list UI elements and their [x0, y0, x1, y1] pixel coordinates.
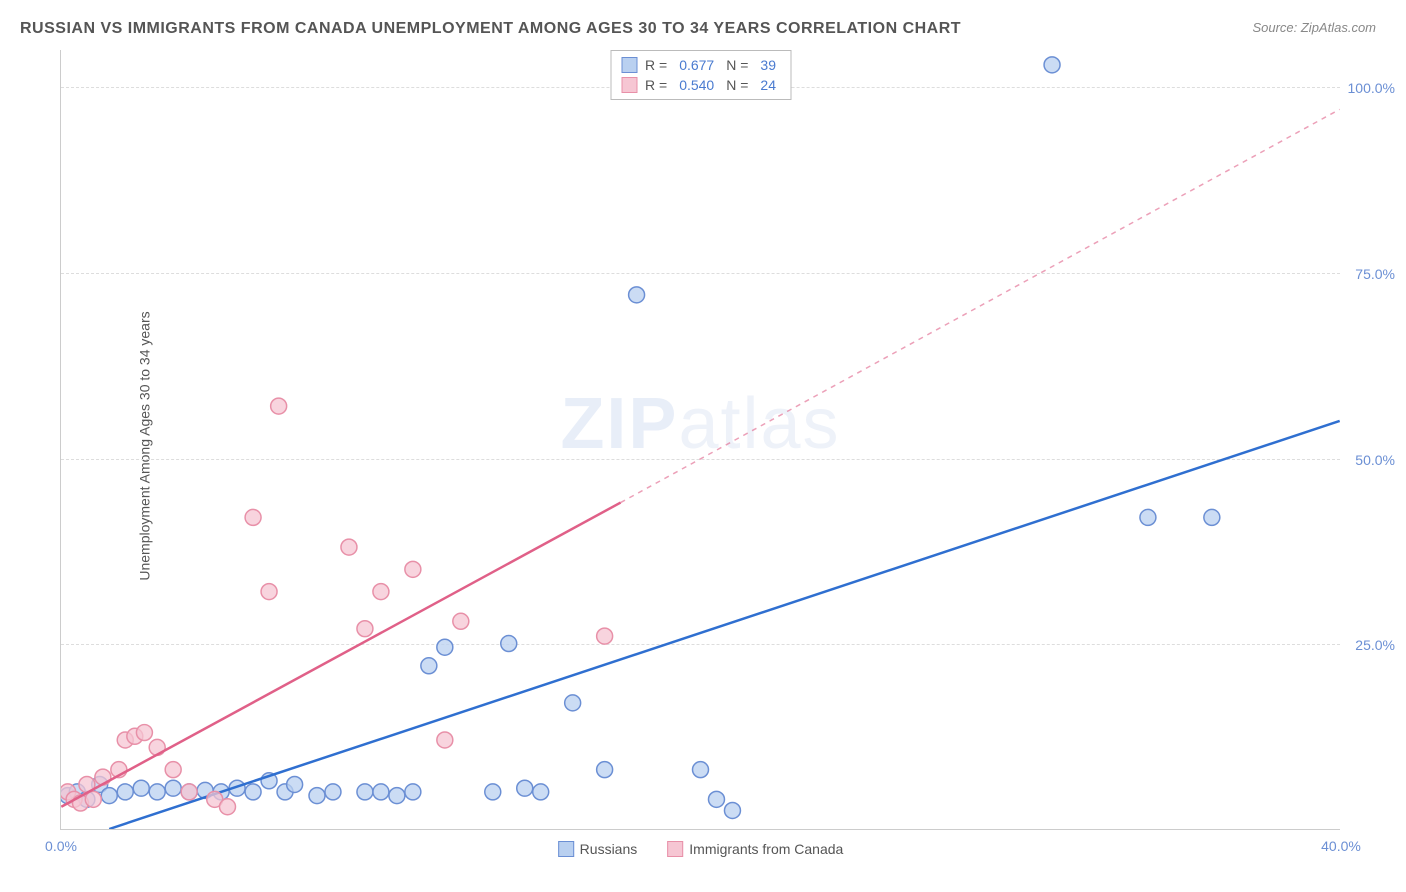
data-point	[136, 725, 152, 741]
data-point	[597, 628, 613, 644]
data-point	[1044, 57, 1060, 73]
bottom-legend: Russians Immigrants from Canada	[558, 841, 844, 857]
data-point	[165, 780, 181, 796]
data-point	[309, 788, 325, 804]
data-point	[1204, 509, 1220, 525]
x-tick-label: 40.0%	[1321, 838, 1361, 854]
data-point	[181, 784, 197, 800]
legend-swatch-russians	[558, 841, 574, 857]
data-point	[437, 732, 453, 748]
trend-line-dashed	[621, 109, 1340, 502]
data-point	[629, 287, 645, 303]
source-attribution: Source: ZipAtlas.com	[1252, 20, 1376, 35]
bottom-legend-canada: Immigrants from Canada	[667, 841, 843, 857]
data-point	[693, 762, 709, 778]
data-point	[597, 762, 613, 778]
chart-svg	[61, 50, 1340, 829]
data-point	[149, 784, 165, 800]
legend-swatch-canada	[667, 841, 683, 857]
data-point	[389, 788, 405, 804]
y-tick-label: 25.0%	[1355, 637, 1395, 653]
data-point	[565, 695, 581, 711]
data-point	[1140, 509, 1156, 525]
data-point	[533, 784, 549, 800]
data-point	[501, 636, 517, 652]
data-point	[287, 776, 303, 792]
y-tick-label: 75.0%	[1355, 266, 1395, 282]
chart-title: RUSSIAN VS IMMIGRANTS FROM CANADA UNEMPL…	[20, 20, 961, 38]
data-point	[485, 784, 501, 800]
x-tick-label: 0.0%	[45, 838, 77, 854]
data-point	[453, 613, 469, 629]
data-point	[341, 539, 357, 555]
bottom-legend-russians: Russians	[558, 841, 638, 857]
plot-area: ZIPatlas 25.0%50.0%75.0%100.0% R = 0.677…	[60, 50, 1340, 830]
data-point	[373, 784, 389, 800]
data-point	[724, 802, 740, 818]
data-point	[133, 780, 149, 796]
data-point	[245, 784, 261, 800]
data-point	[245, 509, 261, 525]
data-point	[357, 621, 373, 637]
data-point	[271, 398, 287, 414]
data-point	[261, 584, 277, 600]
data-point	[149, 739, 165, 755]
data-point	[373, 584, 389, 600]
data-point	[165, 762, 181, 778]
data-point	[220, 799, 236, 815]
data-point	[517, 780, 533, 796]
data-point	[101, 788, 117, 804]
data-point	[357, 784, 373, 800]
bottom-legend-label-canada: Immigrants from Canada	[689, 841, 843, 857]
data-point	[437, 639, 453, 655]
data-point	[325, 784, 341, 800]
y-tick-label: 50.0%	[1355, 452, 1395, 468]
bottom-legend-label-russians: Russians	[580, 841, 638, 857]
data-point	[95, 769, 111, 785]
data-point	[708, 791, 724, 807]
data-point	[421, 658, 437, 674]
data-point	[117, 784, 133, 800]
trend-line	[109, 421, 1339, 829]
data-point	[405, 784, 421, 800]
y-tick-label: 100.0%	[1348, 80, 1395, 96]
data-point	[405, 561, 421, 577]
